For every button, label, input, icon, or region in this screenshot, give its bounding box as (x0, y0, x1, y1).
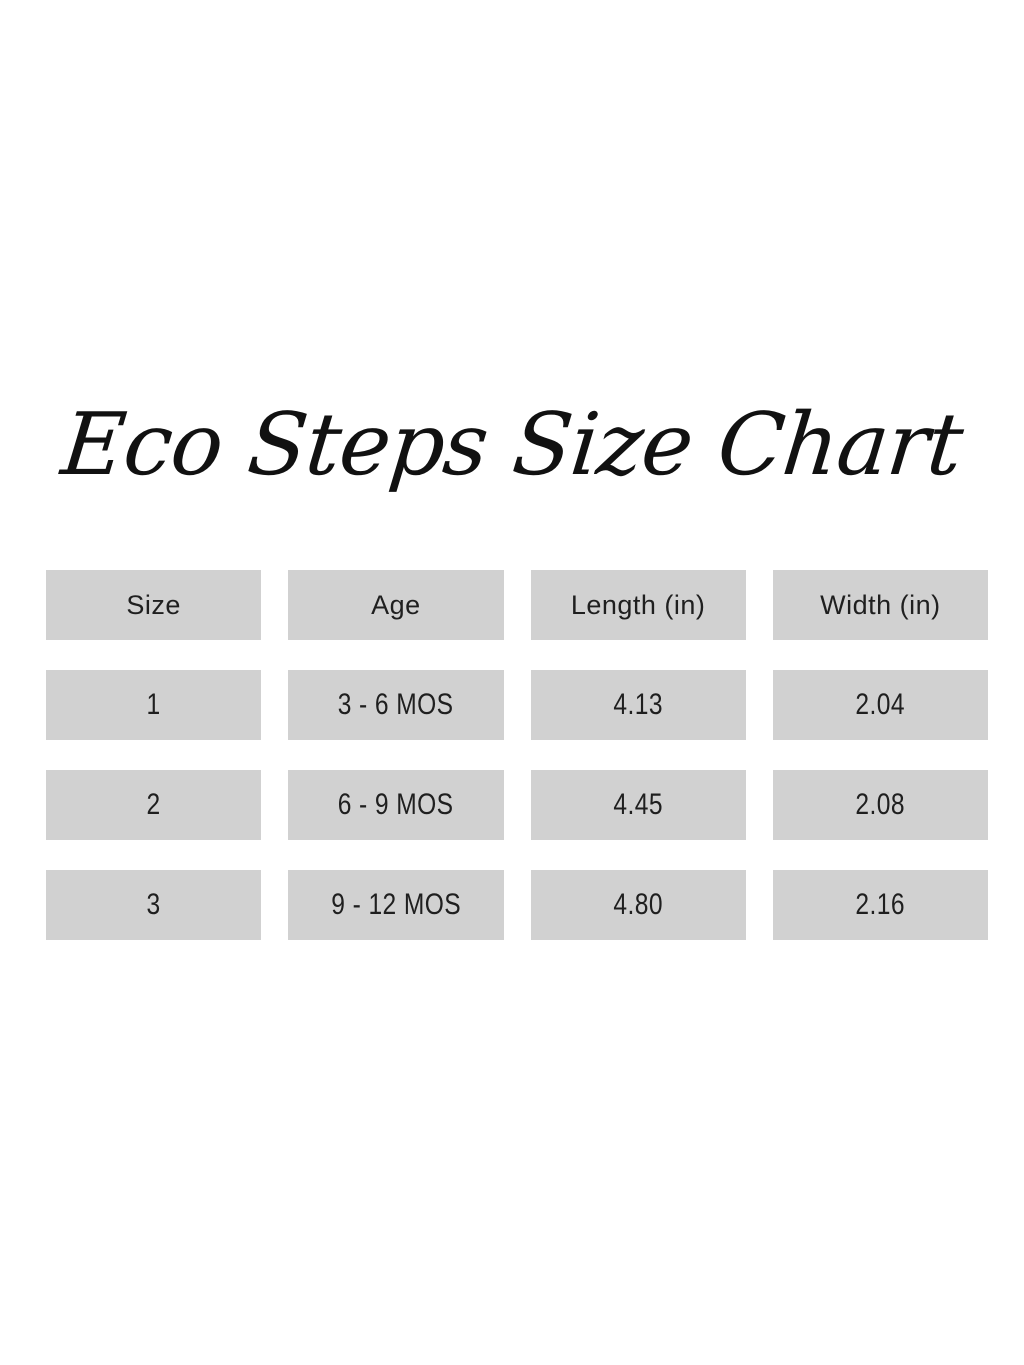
header-cell-age: Age (288, 570, 504, 640)
cell-value: 9 - 12 MOS (330, 888, 461, 921)
table-cell-row1-size: 1 (46, 670, 262, 740)
cell-value: 2.04 (855, 688, 906, 721)
header-cell-length: Length (in) (530, 570, 746, 640)
cell-value: 2.16 (855, 888, 906, 921)
table-cell-row3-width: 2.16 (772, 870, 988, 940)
header-label-length: Length (in) (570, 589, 706, 620)
table-cell-row3-size: 3 (46, 870, 262, 940)
table-cell-row2-width: 2.08 (772, 770, 988, 840)
table-cell-row3-length: 4.80 (530, 870, 746, 940)
header-cell-size: Size (46, 570, 262, 640)
header-label-age: Age (371, 589, 421, 620)
cell-value: 4.45 (613, 788, 663, 821)
header-label-width: Width (in) (820, 589, 941, 620)
cell-value: 2.08 (855, 788, 906, 821)
table-cell-row3-age: 9 - 12 MOS (288, 870, 504, 940)
table-cell-row2-size: 2 (46, 770, 262, 840)
cell-value: 6 - 9 MOS (337, 788, 454, 821)
page-title: Eco Steps Size Chart (57, 395, 967, 495)
cell-value: 3 (146, 888, 161, 921)
table-cell-row1-length: 4.13 (530, 670, 746, 740)
table-cell-row1-width: 2.04 (772, 670, 988, 740)
table-cell-row1-age: 3 - 6 MOS (288, 670, 504, 740)
size-table: Size Age Length (in) Width (in) 1 3 - 6 … (46, 570, 988, 940)
table-cell-row2-length: 4.45 (530, 770, 746, 840)
cell-value: 1 (146, 688, 161, 721)
table-cell-row2-age: 6 - 9 MOS (288, 770, 504, 840)
cell-value: 4.13 (613, 688, 663, 721)
cell-value: 3 - 6 MOS (337, 688, 454, 721)
cell-value: 2 (146, 788, 161, 821)
header-label-size: Size (126, 589, 181, 620)
header-cell-width: Width (in) (772, 570, 988, 640)
cell-value: 4.80 (613, 888, 663, 921)
